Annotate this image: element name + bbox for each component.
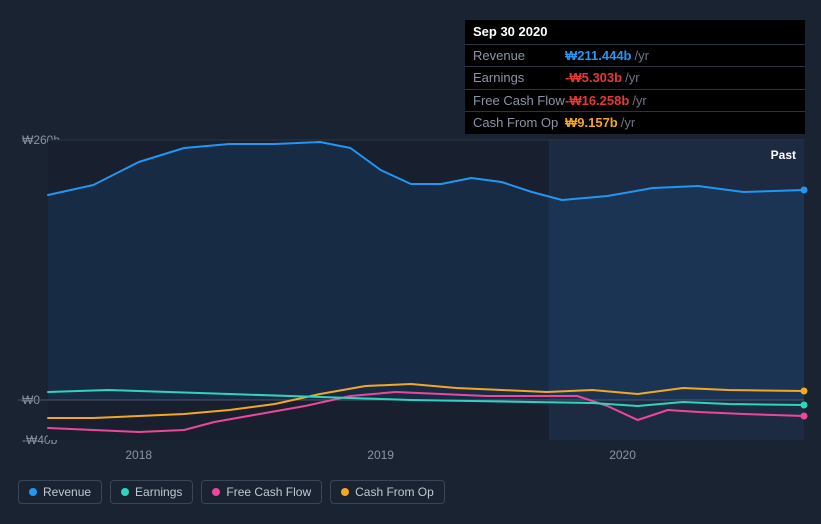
tooltip-row-earnings: Earnings -₩5.303b /yr (465, 67, 805, 90)
tooltip-row-fcf: Free Cash Flow -₩16.258b /yr (465, 90, 805, 113)
x-tick-label: 2018 (125, 448, 152, 462)
legend-label: Free Cash Flow (226, 485, 311, 499)
legend-item-earnings[interactable]: Earnings (110, 480, 193, 504)
chart-svg (18, 140, 804, 440)
past-label: Past (771, 148, 796, 162)
tooltip-label: Revenue (473, 48, 565, 64)
tooltip-row-cfo: Cash From Op ₩9.157b /yr (465, 112, 805, 134)
tooltip-value: -₩5.303b (565, 70, 622, 86)
legend-dot (121, 488, 129, 496)
tooltip-row-revenue: Revenue ₩211.444b /yr (465, 45, 805, 68)
legend-label: Revenue (43, 485, 91, 499)
financials-chart: Sep 30 2020 Revenue ₩211.444b /yr Earnin… (0, 0, 821, 524)
tooltip-unit: /yr (625, 70, 639, 86)
legend-item-revenue[interactable]: Revenue (18, 480, 102, 504)
tooltip-unit: /yr (635, 48, 649, 64)
tooltip-label: Cash From Op (473, 115, 565, 131)
legend: Revenue Earnings Free Cash Flow Cash Fro… (18, 480, 445, 504)
tooltip-label: Free Cash Flow (473, 93, 565, 109)
tooltip-value: ₩9.157b (565, 115, 618, 131)
legend-dot (212, 488, 220, 496)
plot-area[interactable]: Past (18, 140, 804, 440)
legend-label: Earnings (135, 485, 182, 499)
x-tick-label: 2020 (609, 448, 636, 462)
x-tick-label: 2019 (367, 448, 394, 462)
legend-label: Cash From Op (355, 485, 434, 499)
tooltip-date: Sep 30 2020 (465, 20, 805, 45)
chart-tooltip: Sep 30 2020 Revenue ₩211.444b /yr Earnin… (465, 20, 805, 134)
tooltip-unit: /yr (632, 93, 646, 109)
legend-item-fcf[interactable]: Free Cash Flow (201, 480, 322, 504)
tooltip-unit: /yr (621, 115, 635, 131)
tooltip-label: Earnings (473, 70, 565, 86)
tooltip-value: -₩16.258b (565, 93, 629, 109)
legend-item-cfo[interactable]: Cash From Op (330, 480, 445, 504)
tooltip-value: ₩211.444b (565, 48, 632, 64)
legend-dot (29, 488, 37, 496)
legend-dot (341, 488, 349, 496)
